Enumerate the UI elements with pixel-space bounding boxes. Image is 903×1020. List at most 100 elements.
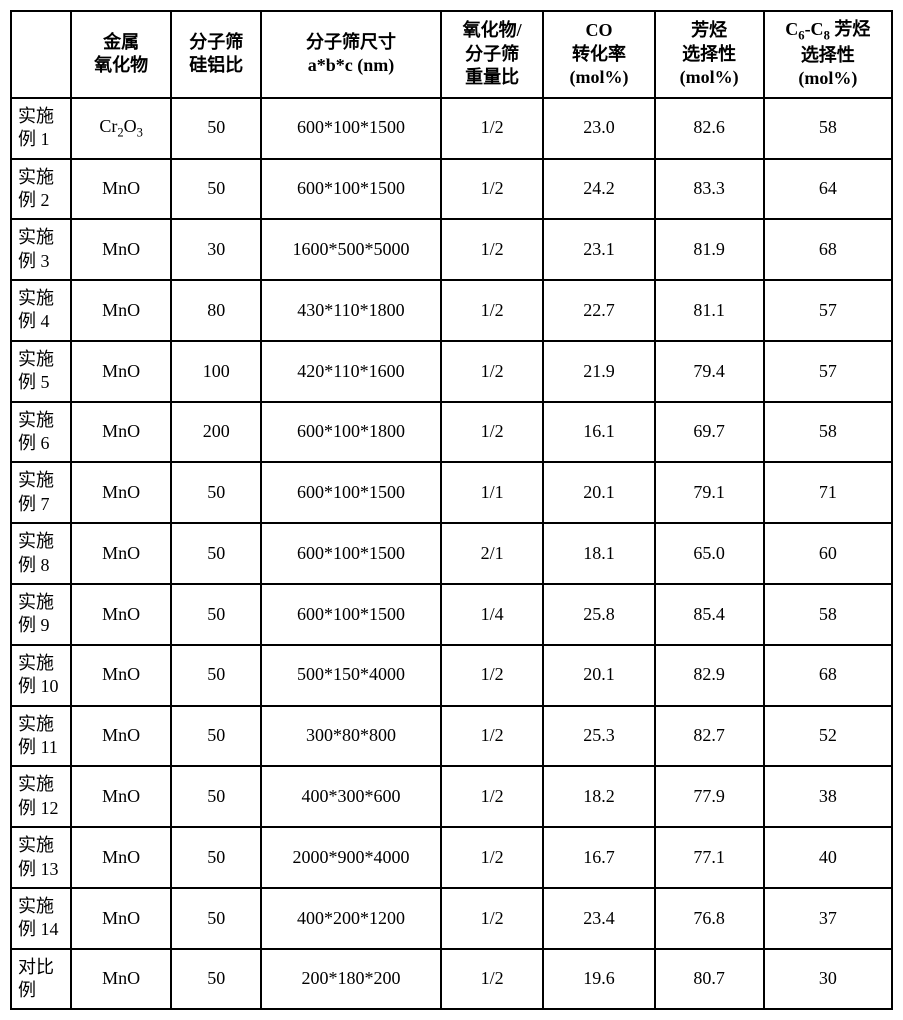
cell-oxide_sieve_ratio: 1/2 (441, 159, 544, 220)
cell-si_al_ratio: 100 (171, 341, 261, 402)
cell-oxide_sieve_ratio: 1/2 (441, 888, 544, 949)
cell-label: 实施例 5 (11, 341, 71, 402)
cell-c6c8_selectivity: 71 (764, 462, 892, 523)
cell-oxide_sieve_ratio: 1/2 (441, 341, 544, 402)
cell-arom_selectivity: 77.1 (655, 827, 764, 888)
cell-arom_selectivity: 82.9 (655, 645, 764, 706)
header-row: 金属氧化物 分子筛硅铝比 分子筛尺寸a*b*c (nm) 氧化物/分子筛重量比 … (11, 11, 892, 98)
cell-arom_selectivity: 81.9 (655, 219, 764, 280)
cell-co_conversion: 22.7 (543, 280, 654, 341)
cell-oxide_sieve_ratio: 1/2 (441, 402, 544, 463)
table-row: 对比例MnO50200*180*2001/219.680.730 (11, 949, 892, 1010)
cell-si_al_ratio: 30 (171, 219, 261, 280)
cell-arom_selectivity: 79.4 (655, 341, 764, 402)
cell-sieve_size: 200*180*200 (261, 949, 441, 1010)
cell-si_al_ratio: 50 (171, 523, 261, 584)
cell-sieve_size: 430*110*1800 (261, 280, 441, 341)
cell-label: 实施例 8 (11, 523, 71, 584)
cell-sieve_size: 400*200*1200 (261, 888, 441, 949)
cell-oxide: MnO (71, 402, 172, 463)
cell-label: 实施例 4 (11, 280, 71, 341)
cell-label: 对比例 (11, 949, 71, 1010)
cell-label: 实施例 10 (11, 645, 71, 706)
cell-si_al_ratio: 200 (171, 402, 261, 463)
cell-si_al_ratio: 50 (171, 706, 261, 767)
cell-si_al_ratio: 50 (171, 645, 261, 706)
cell-oxide_sieve_ratio: 2/1 (441, 523, 544, 584)
cell-oxide_sieve_ratio: 1/2 (441, 949, 544, 1010)
cell-co_conversion: 18.1 (543, 523, 654, 584)
cell-c6c8_selectivity: 60 (764, 523, 892, 584)
cell-co_conversion: 21.9 (543, 341, 654, 402)
cell-label: 实施例 12 (11, 766, 71, 827)
cell-si_al_ratio: 50 (171, 949, 261, 1010)
cell-si_al_ratio: 50 (171, 462, 261, 523)
cell-oxide_sieve_ratio: 1/2 (441, 280, 544, 341)
table-row: 实施例 3MnO301600*500*50001/223.181.968 (11, 219, 892, 280)
cell-sieve_size: 1600*500*5000 (261, 219, 441, 280)
cell-sieve_size: 600*100*1500 (261, 462, 441, 523)
cell-arom_selectivity: 82.7 (655, 706, 764, 767)
cell-si_al_ratio: 50 (171, 827, 261, 888)
cell-sieve_size: 420*110*1600 (261, 341, 441, 402)
cell-sieve_size: 500*150*4000 (261, 645, 441, 706)
cell-c6c8_selectivity: 38 (764, 766, 892, 827)
header-si-al-ratio: 分子筛硅铝比 (171, 11, 261, 98)
cell-co_conversion: 16.7 (543, 827, 654, 888)
cell-arom_selectivity: 80.7 (655, 949, 764, 1010)
cell-c6c8_selectivity: 58 (764, 98, 892, 159)
cell-si_al_ratio: 50 (171, 766, 261, 827)
table-row: 实施例 10MnO50500*150*40001/220.182.968 (11, 645, 892, 706)
cell-oxide: MnO (71, 766, 172, 827)
table-row: 实施例 6MnO200600*100*18001/216.169.758 (11, 402, 892, 463)
cell-oxide: MnO (71, 888, 172, 949)
cell-label: 实施例 6 (11, 402, 71, 463)
cell-c6c8_selectivity: 52 (764, 706, 892, 767)
cell-oxide_sieve_ratio: 1/1 (441, 462, 544, 523)
table-row: 实施例 9MnO50600*100*15001/425.885.458 (11, 584, 892, 645)
cell-si_al_ratio: 50 (171, 98, 261, 159)
cell-arom_selectivity: 69.7 (655, 402, 764, 463)
table-row: 实施例 5MnO100420*110*16001/221.979.457 (11, 341, 892, 402)
cell-oxide: MnO (71, 219, 172, 280)
cell-label: 实施例 14 (11, 888, 71, 949)
cell-c6c8_selectivity: 37 (764, 888, 892, 949)
cell-c6c8_selectivity: 40 (764, 827, 892, 888)
cell-arom_selectivity: 82.6 (655, 98, 764, 159)
header-oxide: 金属氧化物 (71, 11, 172, 98)
header-label (11, 11, 71, 98)
cell-c6c8_selectivity: 57 (764, 341, 892, 402)
cell-oxide: MnO (71, 706, 172, 767)
cell-sieve_size: 600*100*1500 (261, 584, 441, 645)
cell-oxide: MnO (71, 645, 172, 706)
cell-oxide: MnO (71, 949, 172, 1010)
cell-oxide_sieve_ratio: 1/2 (441, 219, 544, 280)
cell-arom_selectivity: 83.3 (655, 159, 764, 220)
cell-oxide: MnO (71, 462, 172, 523)
cell-co_conversion: 23.0 (543, 98, 654, 159)
data-table: 金属氧化物 分子筛硅铝比 分子筛尺寸a*b*c (nm) 氧化物/分子筛重量比 … (10, 10, 893, 1010)
cell-arom_selectivity: 85.4 (655, 584, 764, 645)
cell-si_al_ratio: 50 (171, 888, 261, 949)
header-arom-selectivity: 芳烃选择性(mol%) (655, 11, 764, 98)
cell-c6c8_selectivity: 58 (764, 584, 892, 645)
cell-oxide: MnO (71, 523, 172, 584)
cell-c6c8_selectivity: 58 (764, 402, 892, 463)
cell-c6c8_selectivity: 57 (764, 280, 892, 341)
table-row: 实施例 8MnO50600*100*15002/118.165.060 (11, 523, 892, 584)
cell-co_conversion: 18.2 (543, 766, 654, 827)
cell-label: 实施例 9 (11, 584, 71, 645)
cell-arom_selectivity: 81.1 (655, 280, 764, 341)
cell-oxide: MnO (71, 280, 172, 341)
cell-sieve_size: 600*100*1800 (261, 402, 441, 463)
cell-arom_selectivity: 77.9 (655, 766, 764, 827)
table-row: 实施例 13MnO502000*900*40001/216.777.140 (11, 827, 892, 888)
cell-label: 实施例 3 (11, 219, 71, 280)
cell-arom_selectivity: 76.8 (655, 888, 764, 949)
cell-c6c8_selectivity: 64 (764, 159, 892, 220)
table-row: 实施例 11MnO50300*80*8001/225.382.752 (11, 706, 892, 767)
cell-si_al_ratio: 50 (171, 584, 261, 645)
cell-oxide_sieve_ratio: 1/2 (441, 766, 544, 827)
cell-co_conversion: 25.3 (543, 706, 654, 767)
cell-oxide_sieve_ratio: 1/2 (441, 827, 544, 888)
